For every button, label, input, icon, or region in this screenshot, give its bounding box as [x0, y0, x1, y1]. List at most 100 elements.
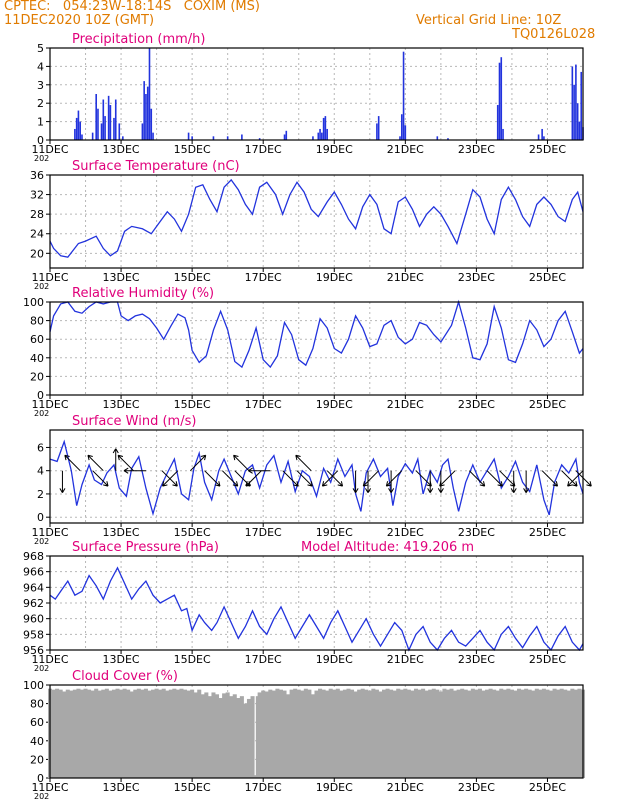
precip-bar	[141, 123, 144, 140]
cloud-ytick-label: 60	[30, 716, 44, 729]
wind-arrow	[204, 470, 221, 487]
cloud-bar	[460, 688, 465, 778]
cloud-bar	[111, 689, 116, 778]
cloud-ytick-label: 40	[30, 735, 44, 748]
cloud-bar	[314, 690, 319, 778]
cloud-frame	[49, 684, 584, 779]
pres-ytick-label: 958	[23, 628, 44, 641]
precip-bar	[537, 134, 540, 140]
cloud-bar	[214, 694, 220, 778]
cloud-bar	[538, 689, 543, 778]
cloud-bar	[94, 688, 99, 778]
cloud-xtick-label: 17DEC	[245, 781, 282, 794]
cloud-bar	[524, 688, 529, 778]
rh-xtick-label: 13DEC	[103, 398, 140, 411]
cloud-bar	[335, 688, 340, 778]
cloud-ytick-label: 80	[30, 698, 44, 711]
cloud-bar	[65, 689, 70, 778]
precip-bar	[114, 99, 117, 140]
cloud-bar	[410, 690, 415, 778]
rh-xtick-label: 17DEC	[245, 398, 282, 411]
precip-bar	[575, 64, 577, 140]
cloud-bar	[517, 688, 522, 778]
pres-xtick-label: 21DEC	[387, 653, 424, 666]
cloud-bar	[559, 688, 564, 778]
precip-bar	[146, 86, 149, 140]
cloud-bar	[456, 689, 461, 778]
cloud-bar	[55, 688, 60, 778]
precip-xtick-label: 23DEC	[458, 143, 495, 156]
precip-bar	[118, 123, 121, 140]
cloud-bar	[474, 689, 479, 778]
wind-arrow	[64, 454, 81, 472]
cloud-bar	[154, 688, 159, 778]
cloud-bar	[371, 688, 376, 778]
cloud-bar	[76, 688, 81, 778]
cloud-bar	[467, 690, 472, 778]
pres-year-label: 202	[34, 664, 49, 673]
cloud-bar	[413, 688, 419, 778]
temp-ytick-label: 20	[30, 247, 44, 260]
precip-bar	[145, 94, 147, 140]
temp-title: Surface Temperature (nC)	[72, 159, 240, 174]
cloud-bar	[531, 690, 536, 778]
wind-arrow	[295, 454, 312, 472]
cloud-bar	[445, 689, 450, 778]
cloud-bar	[129, 691, 134, 778]
cloud-bar	[453, 690, 458, 778]
cloud-bar	[328, 688, 333, 778]
cloud-xtick-label: 15DEC	[174, 781, 211, 794]
cloud-bar	[435, 689, 440, 778]
cloud-bar	[172, 688, 177, 778]
precip-bar	[143, 81, 145, 140]
cloud-bar	[136, 688, 141, 778]
cloud-bar	[296, 689, 301, 778]
precip-ytick-label: 0	[37, 134, 44, 147]
pres-title: Surface Pressure (hPa)	[72, 540, 219, 555]
wind-xtick-label: 17DEC	[245, 526, 282, 539]
cloud-bar	[527, 689, 532, 778]
pres-xtick-label: 13DEC	[103, 653, 140, 666]
wind-xtick-label: 11DEC	[31, 526, 68, 539]
cloud-bar	[392, 690, 397, 778]
cloud-bar	[342, 689, 347, 778]
wind-arrow	[248, 467, 271, 474]
cloud-bar	[488, 688, 493, 778]
precip-bar	[91, 132, 94, 140]
rh-frame	[49, 301, 584, 396]
cloud-bar	[289, 689, 294, 778]
pres-ytick-label: 960	[23, 613, 44, 626]
pres-frame	[49, 555, 584, 651]
precip-bar	[241, 134, 243, 140]
cloud-bar	[275, 688, 280, 778]
cloud-bar	[79, 689, 84, 778]
cloud-bar	[449, 688, 454, 778]
precip-bar	[77, 110, 80, 140]
cloud-bar	[310, 694, 315, 778]
cloud-bar	[140, 689, 145, 778]
cloud-bar	[72, 689, 77, 778]
cloud-bar	[239, 696, 244, 778]
cloud-bar	[211, 692, 216, 778]
cloud-bar	[389, 689, 394, 778]
cloud-bar	[58, 689, 63, 778]
wind-ytick-label: 2	[37, 488, 44, 501]
cloud-ytick-label: 0	[37, 772, 44, 785]
cloud-bar	[293, 688, 298, 778]
pres-ytick-label: 962	[23, 597, 44, 610]
precip-bar	[226, 136, 229, 140]
cloud-bar	[87, 689, 92, 778]
wind-arrow	[468, 470, 486, 487]
pres-xtick-label: 19DEC	[316, 653, 353, 666]
cloud-bar	[268, 689, 273, 778]
wind-arrow	[282, 470, 299, 487]
rh-title: Relative Humidity (%)	[72, 286, 214, 301]
temp-xtick-label: 19DEC	[316, 271, 353, 284]
cloud-bar	[350, 689, 355, 778]
wind-arrow	[439, 470, 456, 487]
cloud-bar	[321, 689, 326, 778]
rh-xtick-label: 15DEC	[174, 398, 211, 411]
grid-line-note: Vertical Grid Line: 10Z	[416, 13, 562, 28]
cloud-xtick-label: 19DEC	[316, 781, 353, 794]
cloud-bar	[495, 690, 500, 778]
